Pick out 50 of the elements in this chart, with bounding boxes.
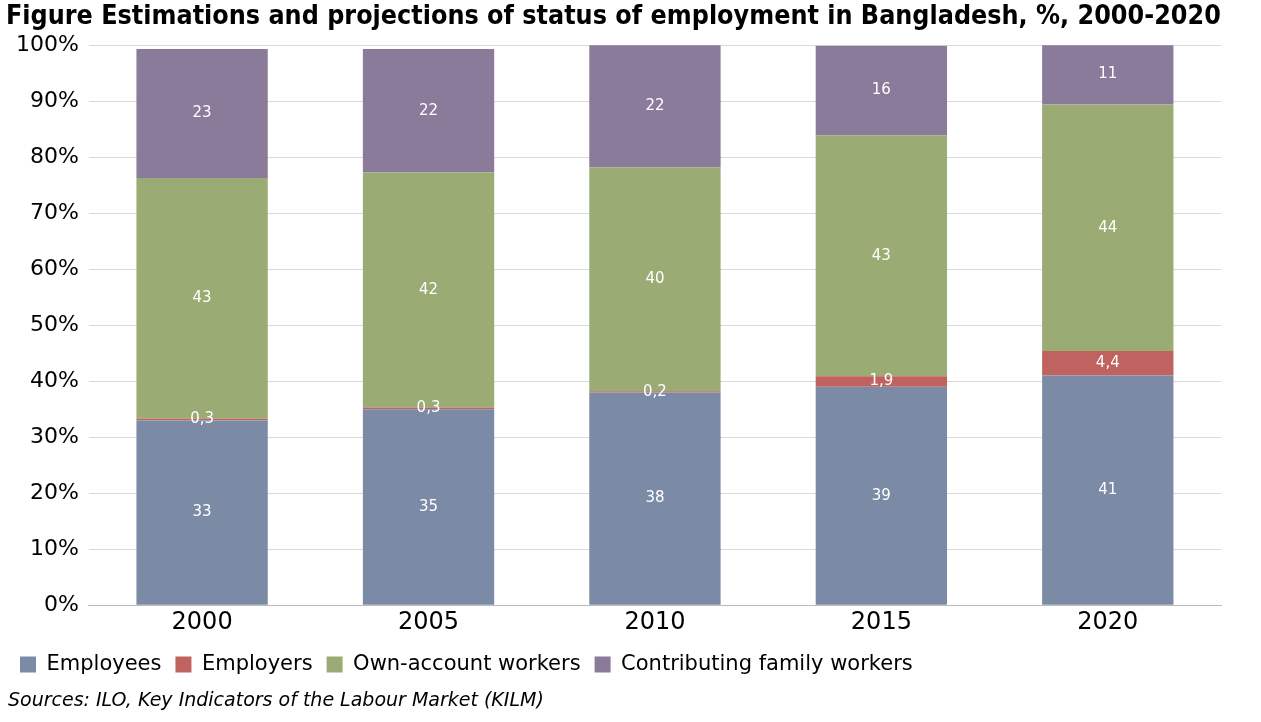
y-tick-label: 70% (29, 198, 79, 224)
bar (589, 45, 721, 168)
data-label: 38 (645, 488, 665, 507)
bar (1042, 350, 1174, 376)
data-label: 43 (871, 245, 891, 264)
data-label: 40 (645, 269, 665, 288)
data-label: 1,9 (869, 371, 894, 390)
bar (136, 49, 268, 178)
y-tick-label: 50% (29, 310, 79, 336)
data-label: 0,2 (643, 381, 667, 400)
chart-title: Figure Estimations and projections of status of employment in Bangladesh, %, 2000-2020 (6, 0, 1221, 31)
x-tick-label: 2010 (624, 606, 686, 635)
data-label: 0,3 (416, 398, 441, 417)
data-label: 11 (1098, 63, 1118, 82)
data-label: 41 (1098, 480, 1118, 499)
bar (815, 386, 948, 605)
bar (1042, 375, 1174, 605)
legend-label: Employers (201, 650, 313, 675)
data-label: 35 (418, 496, 439, 515)
data-label: 16 (871, 80, 891, 99)
data-label: 22 (418, 100, 439, 119)
bar (362, 49, 495, 173)
y-tick-label: 0% (43, 590, 79, 616)
source-note: Sources: ILO, Key Indicators of the Labour Market (KILM) (8, 688, 544, 710)
y-tick-label: 20% (29, 478, 79, 504)
y-tick-label: 10% (29, 534, 79, 560)
data-label: 39 (871, 485, 891, 504)
data-label: 33 (192, 502, 212, 521)
legend-label: Contributing family workers (621, 650, 913, 675)
y-tick-label: 40% (29, 366, 79, 392)
legend-label: Own-account workers (353, 650, 581, 675)
x-tick-label: 2015 (850, 606, 912, 635)
y-tick-label: 80% (29, 142, 79, 168)
data-label: 22 (645, 95, 665, 114)
y-tick-label: 30% (29, 422, 79, 448)
data-label: 44 (1098, 217, 1118, 236)
y-tick-label: 60% (29, 254, 79, 280)
y-tick-label: 100% (15, 30, 79, 56)
bar (815, 45, 948, 136)
data-label: 42 (418, 279, 439, 298)
data-label: 43 (192, 288, 212, 307)
x-tick-label: 2020 (1077, 606, 1139, 635)
x-tick-label: 2005 (397, 606, 460, 635)
x-tick-label: 2000 (171, 606, 233, 635)
legend-label: Employees (46, 650, 162, 675)
data-label: 23 (192, 103, 212, 122)
bar (1042, 104, 1174, 351)
y-tick-label: 90% (29, 86, 79, 112)
data-label: 4,4 (1095, 353, 1120, 372)
data-label: 0,3 (190, 409, 215, 428)
